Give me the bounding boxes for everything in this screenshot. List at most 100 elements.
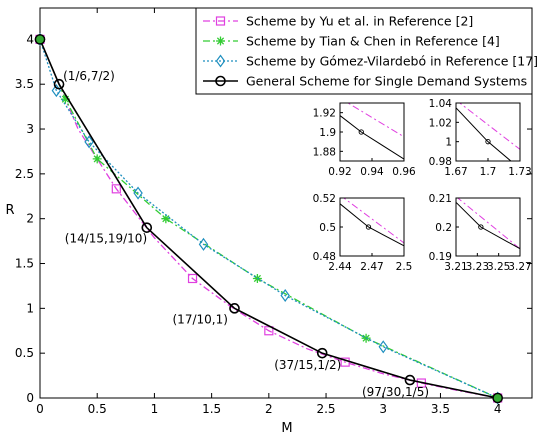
series-4-point — [404, 374, 416, 386]
inset-x-tick-label: 2.47 — [360, 261, 383, 273]
inset-background — [416, 97, 540, 181]
x-tick-label: 3.5 — [431, 402, 450, 416]
inset-y-tick-label: 0.48 — [313, 251, 336, 263]
x-tick-label: 2.5 — [316, 402, 335, 416]
endpoint-marker — [492, 392, 503, 404]
inset-content — [340, 198, 404, 247]
series-1-point — [187, 273, 198, 284]
inset-pink-line — [458, 103, 520, 150]
x-tick-label: 3 — [379, 402, 387, 416]
inset-y-tick-label: 1.88 — [313, 146, 336, 158]
inset-x-tick-label: 3.23 — [466, 261, 489, 273]
inset-y-tick-label: 1.04 — [429, 98, 453, 110]
inset-y-tick-label: 0.21 — [429, 193, 452, 205]
inset-x-tick-label: 0.92 — [328, 166, 351, 178]
annotation-label: (1/6,7/2) — [63, 69, 115, 83]
y-tick-label: 3.5 — [15, 77, 34, 91]
y-tick-label: 0.5 — [15, 346, 34, 360]
inset-panel-4: 3.213.233.253.27 0.19 0.2 0.21 — [416, 192, 540, 276]
inset-x-tick-label: 2.5 — [396, 261, 413, 273]
inset-y-tick-label: 1.92 — [313, 108, 336, 120]
series-4-point — [141, 222, 153, 233]
annotation-label: (14/15,19/10) — [65, 232, 147, 246]
x-tick-label: 1.5 — [202, 402, 221, 416]
inset-x-tick-label: 3.21 — [444, 261, 467, 273]
x-tick-label: 1 — [151, 402, 159, 416]
legend-marker — [215, 54, 226, 68]
inset-y-tick-label: 1.9 — [319, 127, 336, 139]
inset-x-tick-label: 1.67 — [444, 166, 467, 178]
series-3-point — [378, 340, 388, 354]
series-1-point — [111, 184, 121, 194]
inset-black-line — [340, 115, 404, 160]
x-tick-label: 0.5 — [88, 402, 107, 416]
series-3-point — [198, 237, 209, 251]
inset-y-tick-label: 0.52 — [313, 193, 336, 205]
inset-background — [300, 192, 424, 276]
legend-label: General Scheme for Single Demand Systems — [246, 74, 527, 89]
annotation-label: (97/30,1/5) — [362, 385, 429, 399]
inset-x-tick-label: 0.96 — [392, 166, 416, 178]
endpoint-marker — [34, 34, 46, 45]
annotation-label: (37/15,1/2) — [274, 358, 341, 372]
inset-x-tick-label: 0.94 — [360, 166, 384, 178]
inset-black-line — [340, 203, 404, 247]
legend-marker — [215, 16, 226, 26]
main-plot: 0 0.5 1 1.5 2 2.5 3 3.5 4 0 0.5 1 1.5 2 2.5 3 3.5 4 (1/6,7… — [15, 7, 533, 416]
legend-label: Scheme by Tian & Chen in Reference [4] — [246, 34, 500, 49]
inset-panel-1: 0.92 0.94 0.96 1.88 1.9 1.92 — [300, 97, 424, 181]
inset-black-line — [456, 107, 512, 161]
series-4-point — [53, 78, 65, 90]
inset-pink-line — [343, 198, 404, 244]
inset-pink-line — [347, 103, 404, 138]
y-tick-label: 1.5 — [15, 257, 34, 271]
y-tick-label: 3 — [26, 122, 34, 136]
inset-y-tick-label: 1.02 — [429, 117, 452, 129]
inset-point — [365, 224, 372, 230]
inset-x-tick-label: 3.27 — [508, 261, 531, 273]
legend-box — [195, 7, 533, 95]
inset-y-tick-label: 0.2 — [435, 222, 452, 234]
series-4-point — [229, 303, 240, 314]
series-line-3 — [39, 39, 498, 399]
y-tick-label: 4 — [26, 32, 34, 46]
series-2-point — [60, 94, 70, 104]
x-axis-label: M — [281, 421, 292, 436]
legend-label: Scheme by Gómez-Vilardebó in Reference [… — [246, 54, 538, 69]
inset-content — [456, 103, 520, 161]
series-4-point — [316, 347, 328, 359]
inset-x-tick-label: 2.44 — [328, 261, 352, 273]
legend-label: Scheme by Yu et al. in Reference [2] — [246, 14, 473, 29]
inset-black-line — [456, 201, 520, 250]
inset-layer: 0.92 0.94 0.961.881.91.921.67 1.7 1.730.9811… — [300, 97, 540, 276]
annotation-label: (17/10,1) — [173, 312, 228, 326]
y-tick-label: 0 — [26, 391, 34, 405]
y-tick-label: 2 — [26, 212, 34, 226]
inset-panel-2: 1.67 1.7 1.73 0.98 1 1.02 1.04 — [416, 97, 540, 181]
legend: Scheme by Yu et al. in Reference [2] Sche… — [195, 7, 538, 95]
legend-marker — [215, 75, 226, 87]
series-3-point — [280, 289, 290, 303]
legend-marker — [216, 36, 225, 46]
inset-x-tick-label: 3.25 — [487, 261, 510, 273]
inset-background — [416, 192, 540, 276]
x-tick-label: 0 — [36, 402, 44, 416]
inset-y-tick-label: 1 — [445, 137, 452, 149]
inset-x-tick-label: 1.7 — [480, 166, 497, 178]
y-tick-label: 2.5 — [15, 167, 34, 181]
inset-y-tick-label: 0.98 — [429, 156, 452, 168]
x-tick-label: 4 — [494, 402, 502, 416]
series-line-4 — [39, 39, 498, 399]
y-tick-label: 1 — [26, 301, 34, 315]
inset-y-tick-label: 0.5 — [319, 222, 336, 234]
inset-point — [478, 224, 484, 230]
inset-point — [358, 129, 364, 135]
inset-content — [456, 198, 520, 250]
series-3-point — [133, 186, 143, 200]
inset-y-tick-label: 0.19 — [429, 251, 452, 263]
x-tick-label: 2 — [265, 402, 273, 416]
inset-panel-3: 2.44 2.47 2.5 0.48 0.5 0.52 — [300, 192, 424, 276]
series-2-point — [161, 214, 171, 224]
inset-content — [340, 103, 404, 160]
